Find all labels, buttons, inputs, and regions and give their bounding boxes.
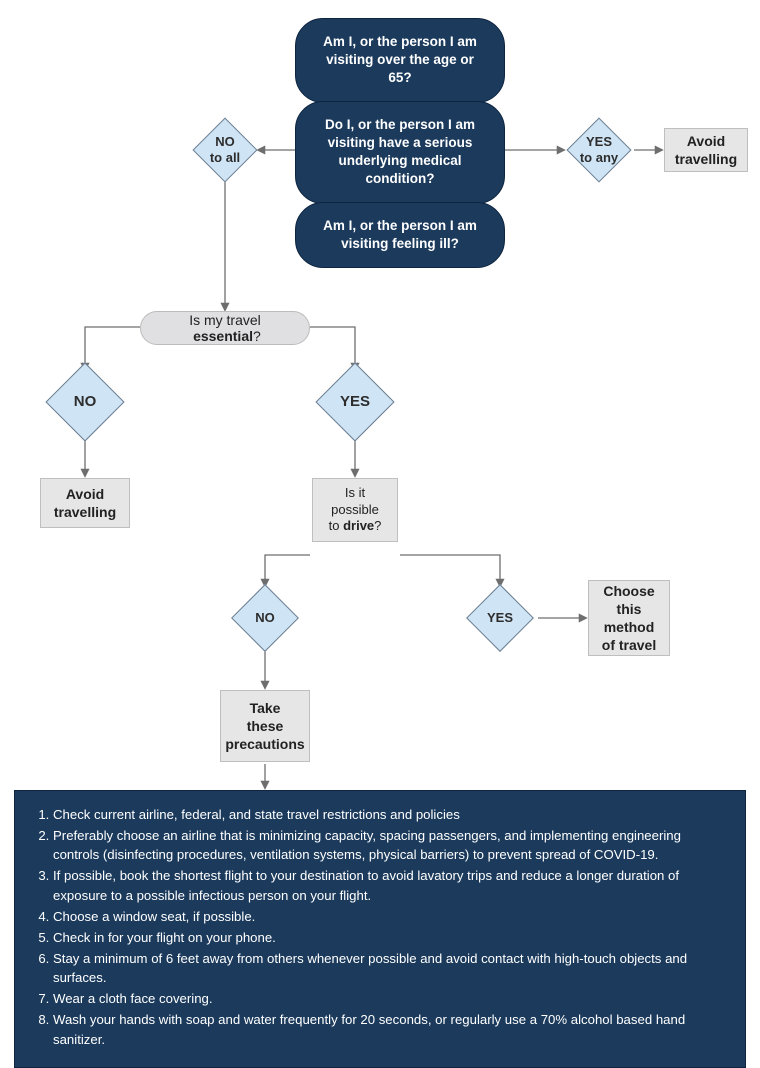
decision-essential-no-label: NO [58,375,112,429]
decision-no-to-all-label: NOto all [203,128,247,172]
precaution-item: Preferably choose an airline that is min… [53,826,729,864]
action-avoid-travelling-top: Avoidtravelling [664,128,748,172]
decision-yes-to-any: YESto any [566,117,631,182]
decision-yes-to-any-label: YESto any [577,128,621,172]
action-take-precautions: Taketheseprecautions [220,690,310,762]
decision-no-to-all: NOto all [192,117,257,182]
precaution-item: Wash your hands with soap and water freq… [53,1010,729,1048]
precaution-item: Wear a cloth face covering. [53,989,729,1008]
decision-essential-yes: YES [315,362,394,441]
action-choose-method: Choosethismethodof travel [588,580,670,656]
decision-drive-yes-label: YES [477,595,523,641]
risk-question-ill: Am I, or the person I am visiting feelin… [295,202,505,268]
precaution-item: Choose a window seat, if possible. [53,907,729,926]
flowchart-canvas: Am I, or the person I am visiting over t… [0,0,760,982]
decision-essential-yes-label: YES [328,375,382,429]
precaution-item: If possible, book the shortest flight to… [53,866,729,904]
precaution-item: Check current airline, federal, and stat… [53,805,729,824]
essential-text: Is my travel essential? [155,312,295,344]
decision-drive-no: NO [231,584,299,652]
action-avoid-travelling-left: Avoidtravelling [40,478,130,528]
decision-drive-no-label: NO [242,595,288,641]
decision-drive-yes: YES [466,584,534,652]
decision-essential-no: NO [45,362,124,441]
precautions-panel: Check current airline, federal, and stat… [14,790,746,1068]
question-possible-to-drive: Is itpossibleto drive? [312,478,398,542]
precautions-list: Check current airline, federal, and stat… [31,805,729,1049]
risk-question-condition: Do I, or the person I am visiting have a… [295,101,505,204]
risk-question-age: Am I, or the person I am visiting over t… [295,18,505,103]
risk-question-cluster: Am I, or the person I am visiting over t… [295,18,505,266]
precaution-item: Check in for your flight on your phone. [53,928,729,947]
question-essential-travel: Is my travel essential? [140,311,310,345]
